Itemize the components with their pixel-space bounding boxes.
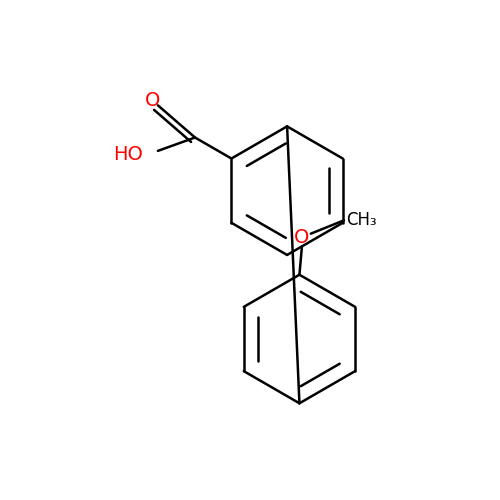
Text: O: O — [294, 228, 310, 247]
Text: CH₃: CH₃ — [346, 212, 377, 230]
Text: HO: HO — [113, 146, 143, 165]
Text: O: O — [146, 91, 160, 110]
